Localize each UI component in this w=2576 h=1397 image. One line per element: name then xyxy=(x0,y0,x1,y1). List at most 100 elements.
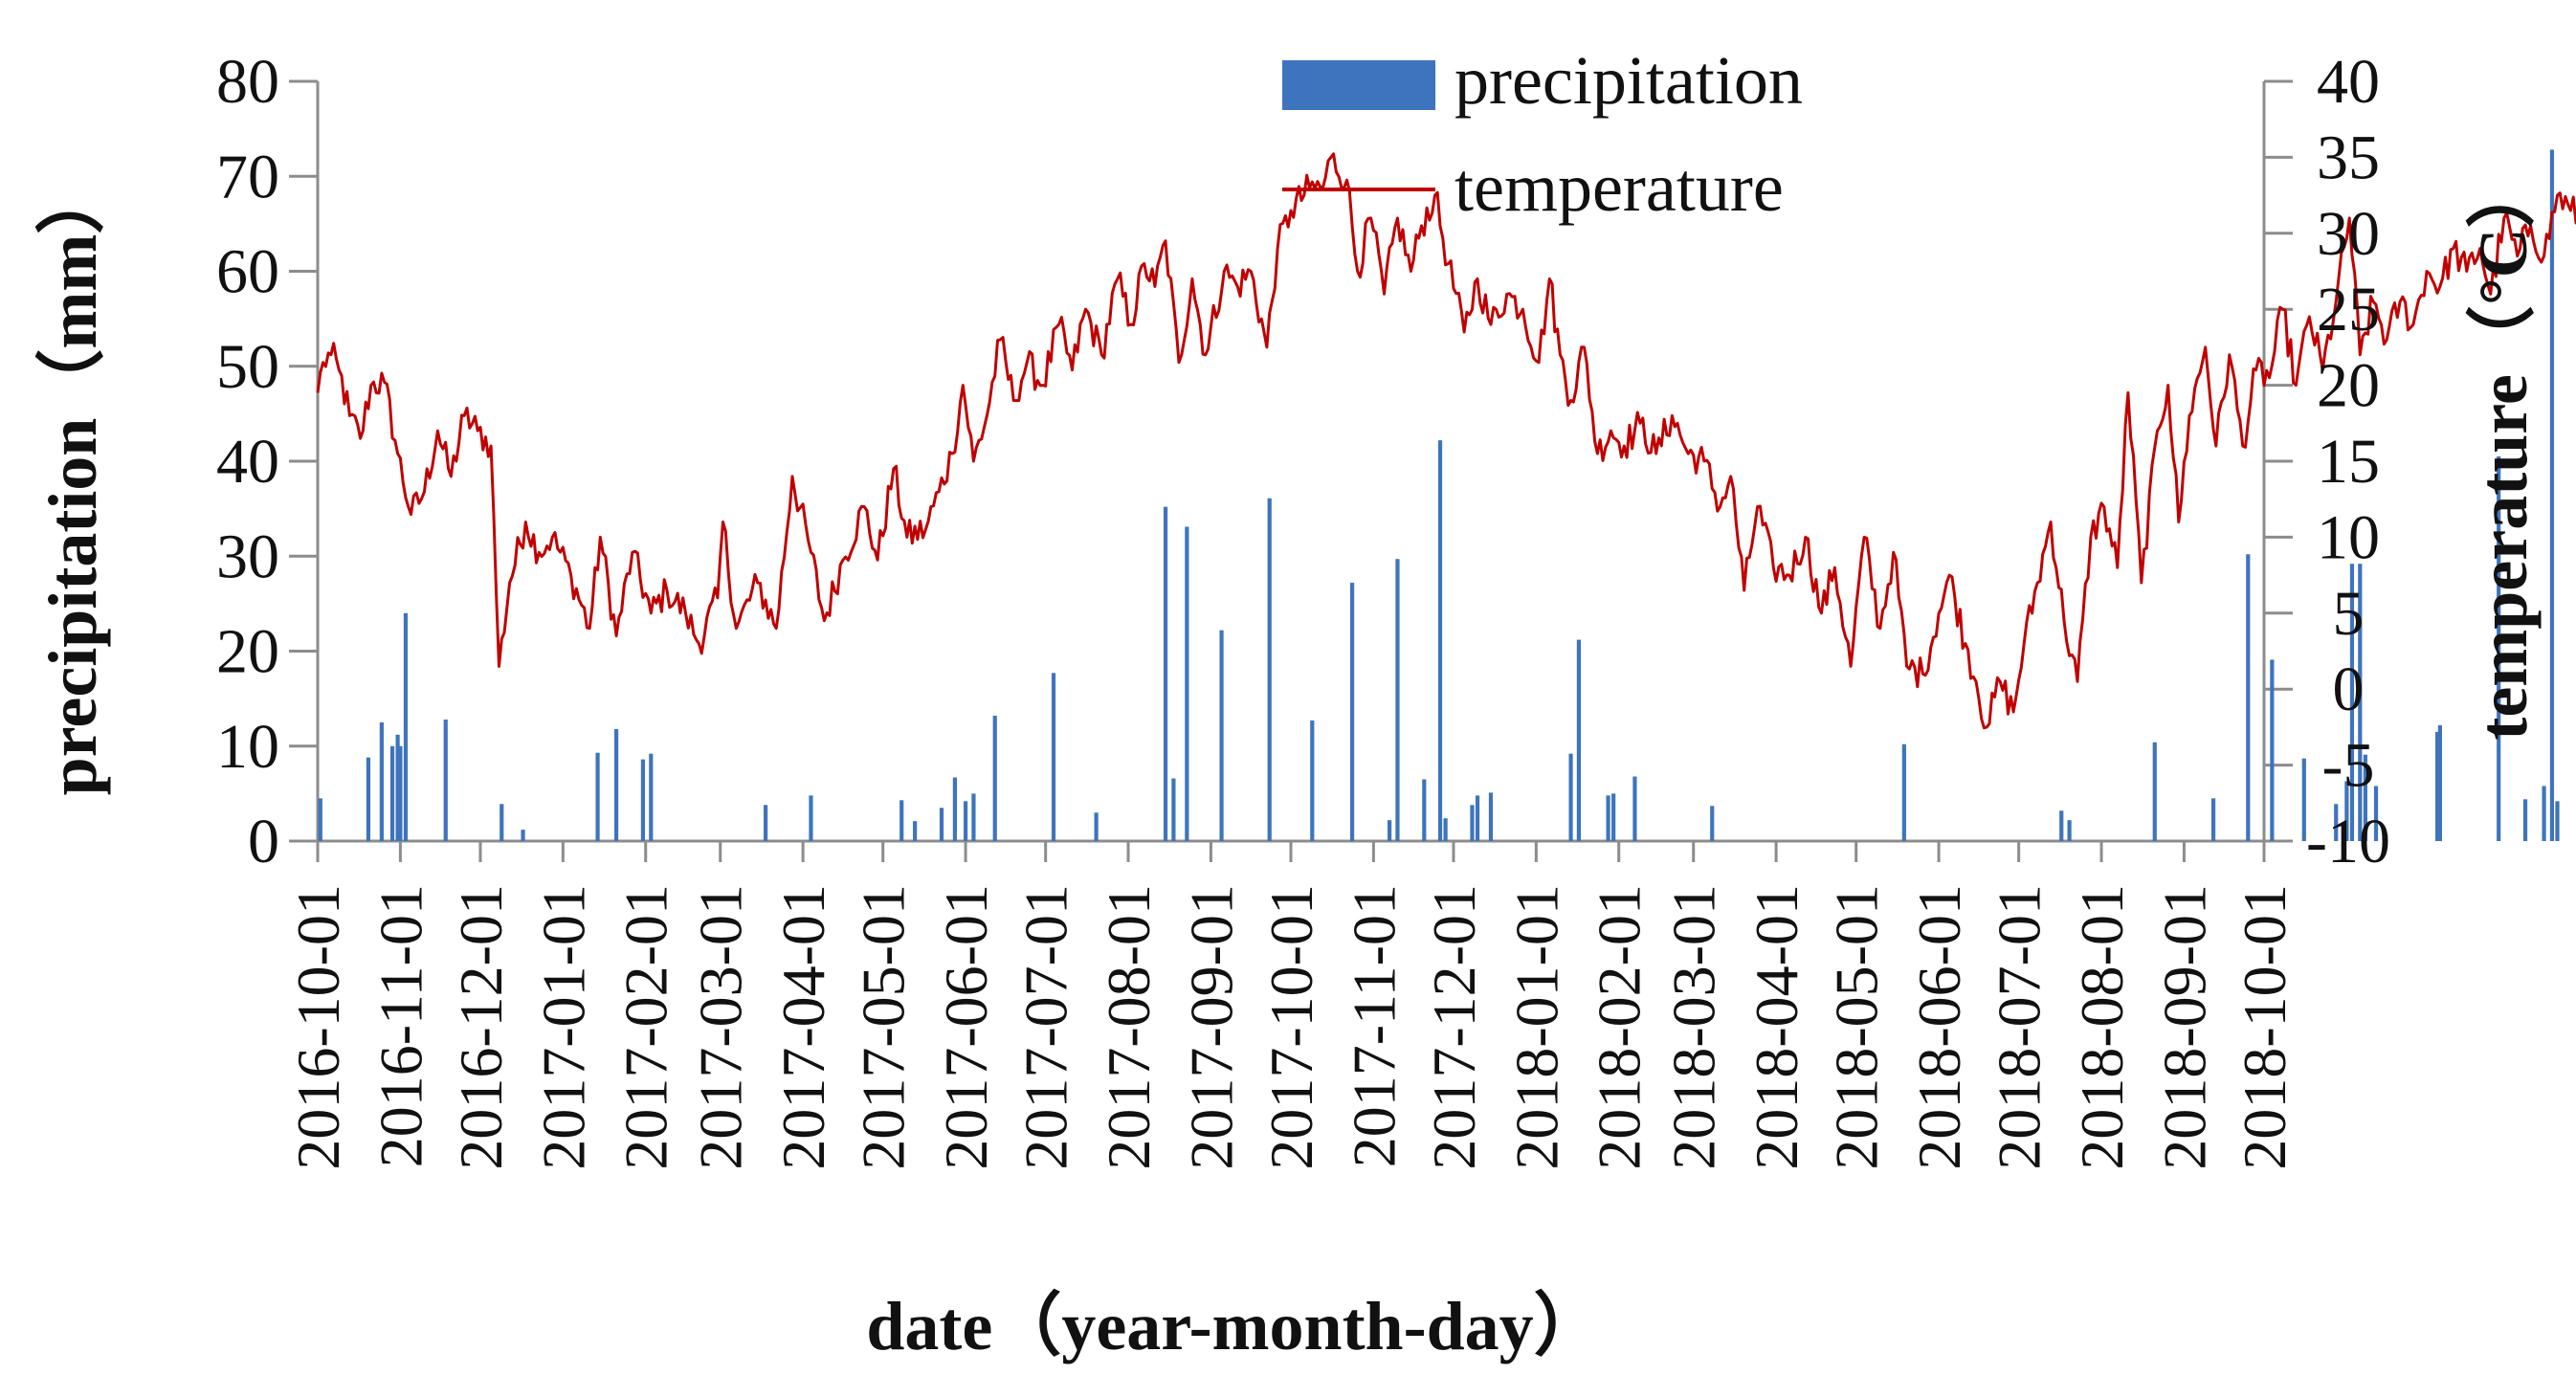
tick-labels: 01020304050607080-10-5051015202530354020… xyxy=(216,47,2390,1170)
precipitation-bar xyxy=(1171,778,1176,841)
precipitation-bar xyxy=(1470,805,1475,841)
precipitation-bar xyxy=(366,757,371,841)
precipitation-bar xyxy=(1611,793,1616,841)
precipitation-bar xyxy=(2246,554,2251,841)
precipitation-bar xyxy=(2435,731,2440,841)
temperature-line xyxy=(316,152,2576,730)
y-right-tick-label: 20 xyxy=(2317,351,2380,421)
precipitation-bar xyxy=(992,715,997,841)
precipitation-bar xyxy=(2059,810,2064,841)
precipitation-bar xyxy=(1051,673,1056,841)
y-right-tick-label: 35 xyxy=(2317,122,2380,192)
x-tick-label: 2017-04-01 xyxy=(769,884,837,1170)
precipitation-bar xyxy=(2152,742,2157,841)
precipitation-bar xyxy=(500,804,504,841)
precipitation-bar xyxy=(2497,456,2501,841)
x-tick-label: 2018-09-01 xyxy=(2150,884,2218,1170)
precipitation-bar xyxy=(2358,564,2363,841)
y-right-tick-label: -10 xyxy=(2306,807,2390,876)
x-tick-label: 2018-05-01 xyxy=(1823,884,1891,1170)
precipitation-bar xyxy=(2373,786,2379,841)
precipitation-bar xyxy=(2067,820,2072,841)
y-right-tick-label: 15 xyxy=(2317,427,2380,497)
x-tick-label: 2017-05-01 xyxy=(850,884,918,1170)
x-tick-label: 2018-02-01 xyxy=(1586,884,1654,1170)
precipitation-bar xyxy=(2363,754,2367,841)
x-tick-label: 2017-08-01 xyxy=(1095,884,1163,1170)
precipitation-bar xyxy=(640,759,646,841)
x-axis-title: date（year-month-day） xyxy=(866,1288,1602,1364)
precipitation-bar xyxy=(971,793,976,841)
x-tick-label: 2017-12-01 xyxy=(1420,884,1488,1170)
precipitation-bar xyxy=(1901,743,1906,841)
precipitation-bar xyxy=(1349,583,1355,841)
precipitation-bar xyxy=(1488,792,1494,841)
y-left-tick-label: 50 xyxy=(216,332,279,402)
legend: precipitation temperature xyxy=(1282,42,1803,226)
precipitation-bar xyxy=(2542,786,2546,841)
precipitation-bar xyxy=(1422,779,1427,841)
x-tick-label: 2017-07-01 xyxy=(1012,884,1080,1170)
precipitation-bar xyxy=(1606,795,1610,841)
x-tick-label: 2018-01-01 xyxy=(1502,884,1570,1170)
y-right-tick-label: -5 xyxy=(2322,731,2375,801)
legend-precipitation-swatch xyxy=(1282,60,1435,110)
precipitation-bar xyxy=(521,830,525,841)
x-tick-label: 2018-03-01 xyxy=(1660,884,1728,1170)
x-tick-label: 2018-10-01 xyxy=(2231,884,2298,1170)
x-tick-label: 2018-04-01 xyxy=(1743,884,1810,1170)
precipitation-bar xyxy=(1395,559,1400,841)
precipitation-bar xyxy=(1267,498,1272,841)
precipitation-bar xyxy=(899,800,904,841)
y-right-tick-label: 40 xyxy=(2317,47,2380,117)
x-tick-label: 2016-11-01 xyxy=(366,884,434,1167)
precipitation-bar xyxy=(398,745,403,841)
y-left-tick-label: 70 xyxy=(216,142,279,211)
precipitation-bar xyxy=(649,753,654,841)
y-left-tick-label: 0 xyxy=(248,807,279,876)
y-right-tick-label: 25 xyxy=(2317,275,2380,344)
temperature-line-layer xyxy=(316,152,2576,730)
x-tick-label: 2016-12-01 xyxy=(447,884,515,1170)
x-tick-label: 2018-06-01 xyxy=(1905,884,1973,1170)
precipitation-bar xyxy=(1310,720,1315,841)
precipitation-bar xyxy=(1185,526,1189,841)
y-right-tick-label: 5 xyxy=(2333,579,2365,649)
precipitation-bars xyxy=(318,149,2560,841)
precipitation-bar xyxy=(1437,440,1443,841)
y-left-tick-label: 30 xyxy=(216,521,279,591)
precipitation-bar xyxy=(403,612,409,841)
y-left-tick-label: 20 xyxy=(216,617,279,687)
precipitation-bar xyxy=(1568,753,1573,841)
precipitation-bar xyxy=(395,734,400,841)
precipitation-bar xyxy=(1632,776,1637,841)
precipitation-bar xyxy=(2344,781,2349,841)
y-left-tick-label: 60 xyxy=(216,237,279,307)
precipitation-bar xyxy=(2555,801,2560,841)
precipitation-bar xyxy=(613,728,619,841)
y-left-tick-label: 80 xyxy=(216,47,279,117)
precipitation-bar xyxy=(389,745,395,841)
y-right-tick-label: 30 xyxy=(2317,199,2380,269)
precipitation-bar xyxy=(2334,804,2339,841)
x-tick-label: 2016-10-01 xyxy=(284,884,352,1170)
x-tick-label: 2018-07-01 xyxy=(1986,884,2054,1170)
x-tick-label: 2017-01-01 xyxy=(529,884,597,1170)
y-right-tick-label: 10 xyxy=(2317,502,2380,572)
precipitation-bar xyxy=(763,805,768,841)
precipitation-bar xyxy=(1163,506,1168,841)
precipitation-bar xyxy=(318,798,322,841)
precipitation-bar xyxy=(809,795,813,841)
precipitation-bar xyxy=(2270,659,2275,841)
precipitation-bar xyxy=(2301,758,2306,841)
precipitation-bar xyxy=(2522,799,2528,841)
precipitation-bar xyxy=(1219,630,1224,841)
precipitation-bar xyxy=(443,719,448,841)
precipitation-bar xyxy=(379,721,384,841)
x-tick-label: 2018-08-01 xyxy=(2068,884,2136,1170)
precipitation-bar xyxy=(963,801,968,841)
precipitation-bar xyxy=(2437,724,2442,841)
legend-precipitation-label: precipitation xyxy=(1455,42,1803,119)
precipitation-bar xyxy=(1443,818,1448,841)
